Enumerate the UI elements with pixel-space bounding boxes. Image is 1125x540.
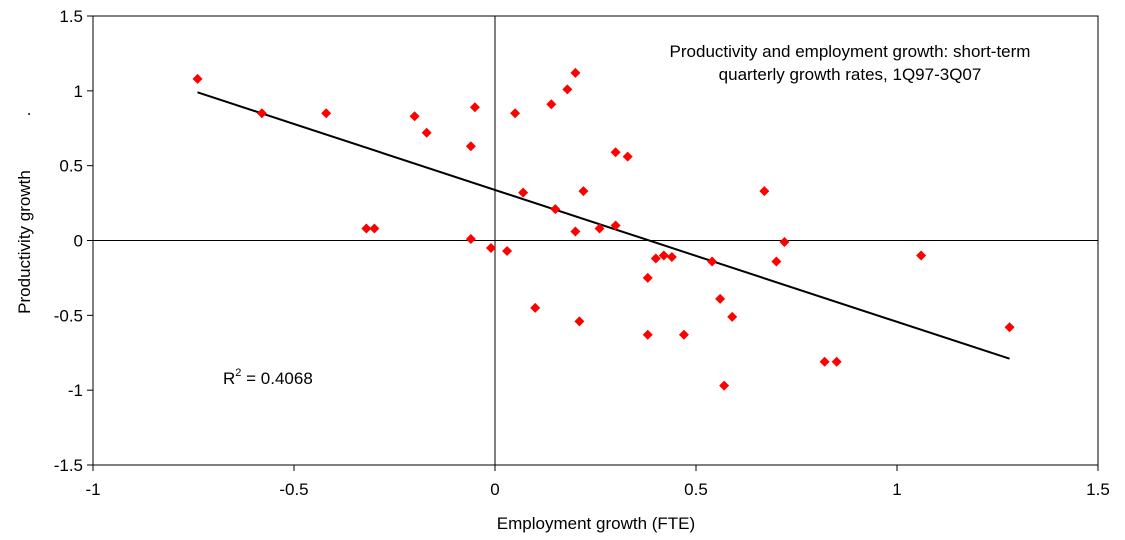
data-point-diamond xyxy=(715,293,726,304)
x-tick-label: -0.5 xyxy=(279,480,308,499)
r-squared-prefix: R xyxy=(223,369,235,388)
data-point-diamond xyxy=(530,302,541,313)
data-point-diamond xyxy=(510,108,521,119)
r-squared-annotation: R2 = 0.4068 xyxy=(223,367,313,388)
data-point-diamond xyxy=(759,186,770,197)
data-point-diamond xyxy=(409,111,420,122)
data-point-diamond xyxy=(642,329,653,340)
y-axis-title-marker: . xyxy=(15,112,34,117)
data-point-diamond xyxy=(642,272,653,283)
y-tick-label: -1.5 xyxy=(54,456,83,475)
data-point-diamond xyxy=(421,127,432,138)
x-tick-label: 1.5 xyxy=(1086,480,1110,499)
chart-title-line-2: quarterly growth rates, 1Q97-3Q07 xyxy=(719,65,982,84)
data-point-diamond xyxy=(610,220,621,231)
data-point-diamond xyxy=(485,242,496,253)
data-point-diamond xyxy=(779,236,790,247)
trendline xyxy=(197,91,1010,360)
data-point-diamond xyxy=(658,250,669,261)
data-point-diamond xyxy=(666,251,677,262)
chart-title-line-1: Productivity and employment growth: shor… xyxy=(670,42,1031,61)
r-squared-superscript: 2 xyxy=(235,367,241,379)
data-point-diamond xyxy=(562,84,573,95)
x-tick-label: 1 xyxy=(892,480,901,499)
data-point-diamond xyxy=(831,356,842,367)
data-point-diamond xyxy=(369,223,380,234)
y-tick-label: 1.5 xyxy=(59,7,83,26)
data-point-diamond xyxy=(502,245,513,256)
data-point-diamond xyxy=(719,380,730,391)
data-point-diamond xyxy=(518,187,529,198)
data-point-diamond xyxy=(546,99,557,110)
data-point-diamond xyxy=(916,250,927,261)
data-point-diamond xyxy=(465,141,476,152)
data-point-diamond xyxy=(610,147,621,158)
y-tick-label: -0.5 xyxy=(54,306,83,325)
y-tick-label: -1 xyxy=(68,381,83,400)
data-point-diamond xyxy=(469,102,480,113)
data-point-diamond xyxy=(771,256,782,267)
data-point-diamond xyxy=(574,316,585,327)
data-point-diamond xyxy=(650,253,661,264)
r-squared-value: = 0.4068 xyxy=(241,369,312,388)
data-point-diamond xyxy=(570,226,581,237)
data-point-diamond xyxy=(321,108,332,119)
data-point-diamond xyxy=(361,223,372,234)
y-axis-title: Productivity growth xyxy=(15,170,34,314)
data-point-diamond xyxy=(727,311,738,322)
data-point-diamond xyxy=(594,223,605,234)
data-point-diamond xyxy=(570,67,581,78)
data-points xyxy=(192,67,1015,391)
y-axis-ticks: -1.5 -1 -0.5 0 0.5 1 1.5 xyxy=(54,7,93,475)
y-tick-label: 0.5 xyxy=(59,157,83,176)
data-point-diamond xyxy=(256,108,267,119)
data-point-diamond xyxy=(192,73,203,84)
data-point-diamond xyxy=(707,256,718,267)
data-point-diamond xyxy=(622,151,633,162)
data-point-diamond xyxy=(578,186,589,197)
x-tick-label: -1 xyxy=(85,480,100,499)
x-tick-label: 0 xyxy=(490,480,499,499)
x-axis-title: Employment growth (FTE) xyxy=(497,514,695,533)
x-axis-ticks: -1 -0.5 0 0.5 1 1.5 xyxy=(85,465,1110,499)
x-tick-label: 0.5 xyxy=(684,480,708,499)
y-tick-label: 1 xyxy=(74,82,83,101)
data-point-diamond xyxy=(819,356,830,367)
data-point-diamond xyxy=(465,234,476,245)
data-point-diamond xyxy=(550,204,561,215)
chart-title: Productivity and employment growth: shor… xyxy=(670,42,1031,84)
data-point-diamond xyxy=(678,329,689,340)
data-point-diamond xyxy=(1004,322,1015,333)
y-tick-label: 0 xyxy=(74,232,83,251)
